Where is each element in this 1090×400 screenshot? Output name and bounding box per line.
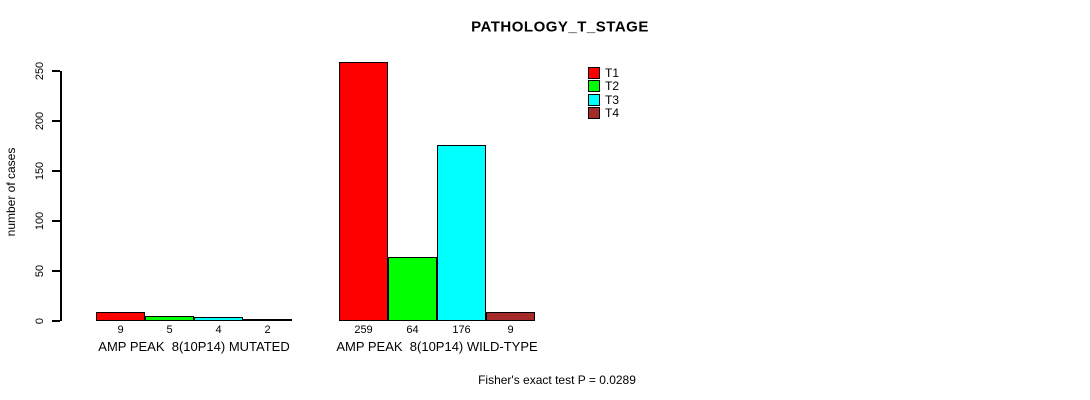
y-tick-mark <box>52 270 60 272</box>
bar-t1-group2 <box>339 62 388 321</box>
legend: T1 T2 T3 T4 <box>588 66 619 120</box>
bar-value-label: 176 <box>452 324 471 336</box>
legend-swatch-t3 <box>588 93 600 106</box>
category-label-mutated: AMP PEAK 8(10P14) MUTATED <box>98 339 290 354</box>
bar-t4-group2 <box>486 312 535 321</box>
y-tick-label: 50 <box>34 264 46 278</box>
legend-item-t1: T1 <box>588 66 619 80</box>
y-tick-label: 250 <box>34 61 46 81</box>
y-tick-mark <box>52 320 60 322</box>
legend-label: T1 <box>605 65 620 80</box>
legend-swatch-t1 <box>588 66 600 79</box>
bar-t3-group2 <box>437 145 486 321</box>
legend-item-t4: T4 <box>588 107 619 121</box>
y-axis-label: number of cases <box>4 147 18 237</box>
bar-value-label: 64 <box>406 324 419 336</box>
legend-swatch-t2 <box>588 80 600 93</box>
bar-value-label: 2 <box>264 324 271 336</box>
legend-label: T4 <box>605 106 620 121</box>
y-tick-label: 0 <box>34 317 46 325</box>
fisher-test-annotation: Fisher's exact test P = 0.0289 <box>478 373 636 387</box>
bar-value-label: 9 <box>117 324 124 336</box>
bar-value-label: 5 <box>166 324 173 336</box>
legend-item-t3: T3 <box>588 93 619 107</box>
y-tick-mark <box>52 220 60 222</box>
chart-title: PATHOLOGY_T_STAGE <box>471 18 649 36</box>
bar-t3-group1 <box>194 317 243 321</box>
bar-t1-group1 <box>96 312 145 321</box>
y-tick-label: 150 <box>34 161 46 181</box>
y-tick-label: 100 <box>34 211 46 231</box>
y-tick-mark <box>52 70 60 72</box>
category-label-wild-type: AMP PEAK 8(10P14) WILD-TYPE <box>336 339 538 354</box>
y-axis-line <box>60 71 62 321</box>
y-tick-mark <box>52 170 60 172</box>
bar-value-label: 9 <box>507 324 514 336</box>
bar-value-label: 4 <box>215 324 222 336</box>
y-tick-label: 200 <box>34 111 46 131</box>
bar-t4-group1 <box>243 319 292 321</box>
y-tick-mark <box>52 120 60 122</box>
bar-t2-group1 <box>145 316 194 321</box>
bar-value-label: 259 <box>354 324 373 336</box>
legend-swatch-t4 <box>588 107 600 120</box>
legend-label: T3 <box>605 92 620 107</box>
legend-item-t2: T2 <box>588 80 619 94</box>
legend-label: T2 <box>605 79 620 94</box>
bar-t2-group2 <box>388 257 437 321</box>
